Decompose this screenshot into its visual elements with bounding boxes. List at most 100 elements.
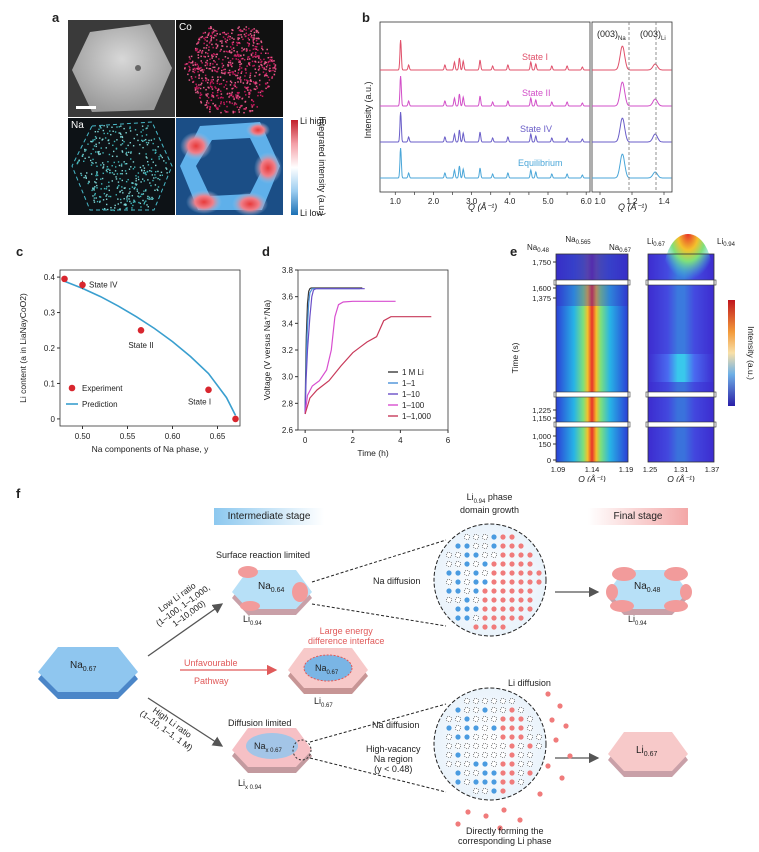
x-tick-label: 0: [303, 436, 308, 445]
vacancy: [518, 743, 524, 749]
vacancy: [482, 734, 488, 740]
na-diffusion-bottom: Na diffusion: [372, 720, 420, 730]
na-atom: [455, 770, 461, 776]
y-tick-label: 1,150: [532, 414, 551, 423]
na-atom: [473, 761, 479, 767]
li-atom: [491, 606, 497, 612]
state-label-3: State IV: [520, 124, 553, 134]
zoom-x-tick-label: 1.0: [594, 197, 606, 206]
na-atom: [455, 707, 461, 713]
vacancy: [464, 752, 470, 758]
li-atom: [527, 552, 533, 558]
vacancy: [473, 615, 479, 621]
li-atom: [527, 561, 533, 567]
na-atom: [464, 552, 470, 558]
vacancy: [518, 779, 524, 785]
final-bottom-hexagon: [608, 732, 688, 777]
x-tick-label: 5.0: [542, 197, 554, 206]
vacancy: [473, 716, 479, 722]
vacancy: [482, 552, 488, 558]
li-atom: [509, 761, 515, 767]
li-atom: [536, 579, 542, 585]
x-tick-label: 0.65: [210, 432, 226, 441]
x-tick-label: 0.60: [165, 432, 181, 441]
li-atom: [567, 753, 573, 759]
li-atom: [500, 588, 506, 594]
x-tick-label: 4.0: [504, 197, 516, 206]
y-tick-label: 0: [547, 456, 551, 465]
domain-growth-label: Li0.94 phase domain growth: [460, 492, 520, 515]
left-x-tick-label: 1.14: [585, 465, 600, 474]
nax-label: Nax 0.67: [254, 741, 282, 754]
y-tick-label: 3.0: [282, 373, 294, 382]
panel-b-zoom-xlabel: Q (Å⁻¹): [618, 202, 648, 212]
na-atom: [464, 615, 470, 621]
vacancy: [491, 716, 497, 722]
na-atom: [473, 606, 479, 612]
vacancy: [455, 561, 461, 567]
final-top-hexagon: [606, 567, 692, 615]
li-atom: [482, 606, 488, 612]
na-map-outline: [71, 121, 173, 211]
x-tick-label: 6: [446, 436, 451, 445]
vacancy: [500, 707, 506, 713]
bottom-intermediate-hexagon: [232, 728, 312, 773]
na-atom: [464, 606, 470, 612]
li-atom: [500, 716, 506, 722]
panel-e-xlabel-right: Q (Å⁻¹): [667, 474, 695, 482]
scale-bar: [76, 106, 96, 109]
li-atom: [500, 561, 506, 567]
top-label-li: Li0.67: [647, 237, 666, 248]
vacancy: [491, 743, 497, 749]
vacancy: [446, 552, 452, 558]
na-atom: [446, 725, 452, 731]
voltage-curve: [304, 300, 396, 415]
y-tick-label: 0.2: [44, 344, 56, 353]
vacancy: [536, 743, 542, 749]
experiment-point: [232, 415, 239, 423]
li-atom: [465, 809, 471, 815]
plot-frame: [297, 269, 449, 431]
panel-c-xlabel: Na components of Na phase, y: [92, 444, 209, 454]
vacancy: [464, 779, 470, 785]
na064-label: Na0.64: [258, 581, 285, 594]
na-atom: [482, 579, 488, 585]
li-atom: [500, 606, 506, 612]
start-hexagon: [38, 647, 138, 699]
li-atom: [500, 725, 506, 731]
na-atom: [491, 779, 497, 785]
state-label-4: Equilibrium: [518, 158, 563, 168]
vacancy: [455, 761, 461, 767]
left-x-tick-label: 1.09: [551, 465, 566, 474]
colorbar-title: Integrated intensity (a.u.): [317, 116, 327, 216]
vacancy: [491, 552, 497, 558]
annotation-state-i: State I: [188, 398, 211, 407]
vacancy: [500, 752, 506, 758]
panel-c-ylabel: Li content (a in LiaNayCoO2): [18, 293, 28, 403]
vacancy: [446, 761, 452, 767]
na-atom: [464, 734, 470, 740]
mid-li-label: Li0.67: [314, 696, 333, 709]
large-energy-label: Large energy difference interface: [308, 626, 385, 646]
panel-label-e: e: [510, 244, 518, 259]
vacancy: [473, 788, 479, 794]
vacancy: [491, 707, 497, 713]
y-tick-label: 0.1: [44, 379, 56, 388]
legend-label: 1–10: [402, 390, 420, 399]
li-atom: [482, 624, 488, 630]
li-atom: [500, 597, 506, 603]
li-atom: [509, 752, 515, 758]
li-atom: [559, 775, 565, 781]
na-atom: [473, 779, 479, 785]
vacancy: [455, 597, 461, 603]
li-atom: [509, 561, 515, 567]
vacancy: [482, 788, 488, 794]
li-atom: [527, 606, 533, 612]
vacancy: [446, 734, 452, 740]
li-atom: [527, 743, 533, 749]
li-atom: [500, 615, 506, 621]
li-atom: [518, 552, 524, 558]
panel-label-a: a: [52, 10, 60, 25]
vacancy: [473, 707, 479, 713]
vacancy: [518, 752, 524, 758]
